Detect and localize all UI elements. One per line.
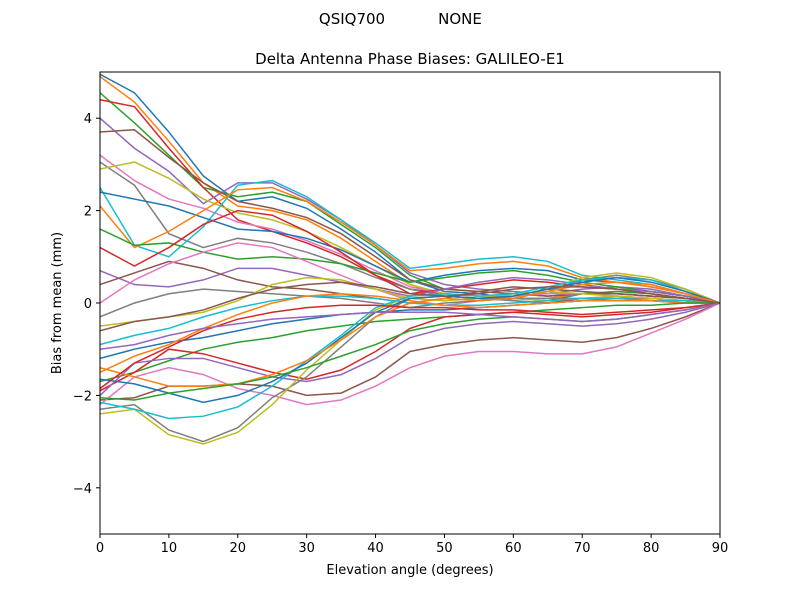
x-tick-label: 40 <box>367 541 384 556</box>
x-tick-label: 60 <box>505 541 522 556</box>
series-line-s3 <box>100 92 720 304</box>
series-line-s31 <box>100 276 720 404</box>
series-line-s34 <box>100 302 720 390</box>
x-tick-label: 30 <box>298 541 315 556</box>
series-line-s25 <box>100 302 720 396</box>
y-tick-label: 4 <box>84 112 92 127</box>
x-tick-label: 70 <box>574 541 591 556</box>
y-tick-label: −4 <box>73 482 92 497</box>
x-axis: 0 10 20 30 40 50 60 70 80 90 <box>96 534 728 556</box>
series-line-s21 <box>100 299 720 360</box>
series-line-s35 <box>100 302 720 350</box>
suptitle-left: QSIQ700 <box>319 10 385 28</box>
series-line-s32 <box>100 281 720 387</box>
x-tick-label: 0 <box>96 541 104 556</box>
x-axis-label: Elevation angle (degrees) <box>326 563 493 578</box>
x-tick-label: 50 <box>436 541 453 556</box>
y-tick-label: 0 <box>84 297 92 312</box>
x-tick-label: 80 <box>643 541 660 556</box>
chart-title: Delta Antenna Phase Biases: GALILEO-E1 <box>255 50 565 68</box>
series-line-s23 <box>100 302 720 383</box>
series-line-s36 <box>100 281 720 332</box>
x-tick-label: 90 <box>712 541 729 556</box>
suptitle-right: NONE <box>438 10 482 28</box>
series-line-s27 <box>100 302 720 406</box>
y-tick-label: −2 <box>73 389 92 404</box>
series-lines <box>100 73 720 445</box>
y-axis: −4 −2 0 2 4 <box>73 112 100 497</box>
series-line-s24 <box>100 302 720 392</box>
x-tick-label: 10 <box>161 541 178 556</box>
y-axis-label: Bias from mean (mm) <box>50 232 65 374</box>
series-line-s10 <box>100 179 720 304</box>
y-tick-label: 2 <box>84 205 92 220</box>
x-tick-label: 20 <box>230 541 247 556</box>
